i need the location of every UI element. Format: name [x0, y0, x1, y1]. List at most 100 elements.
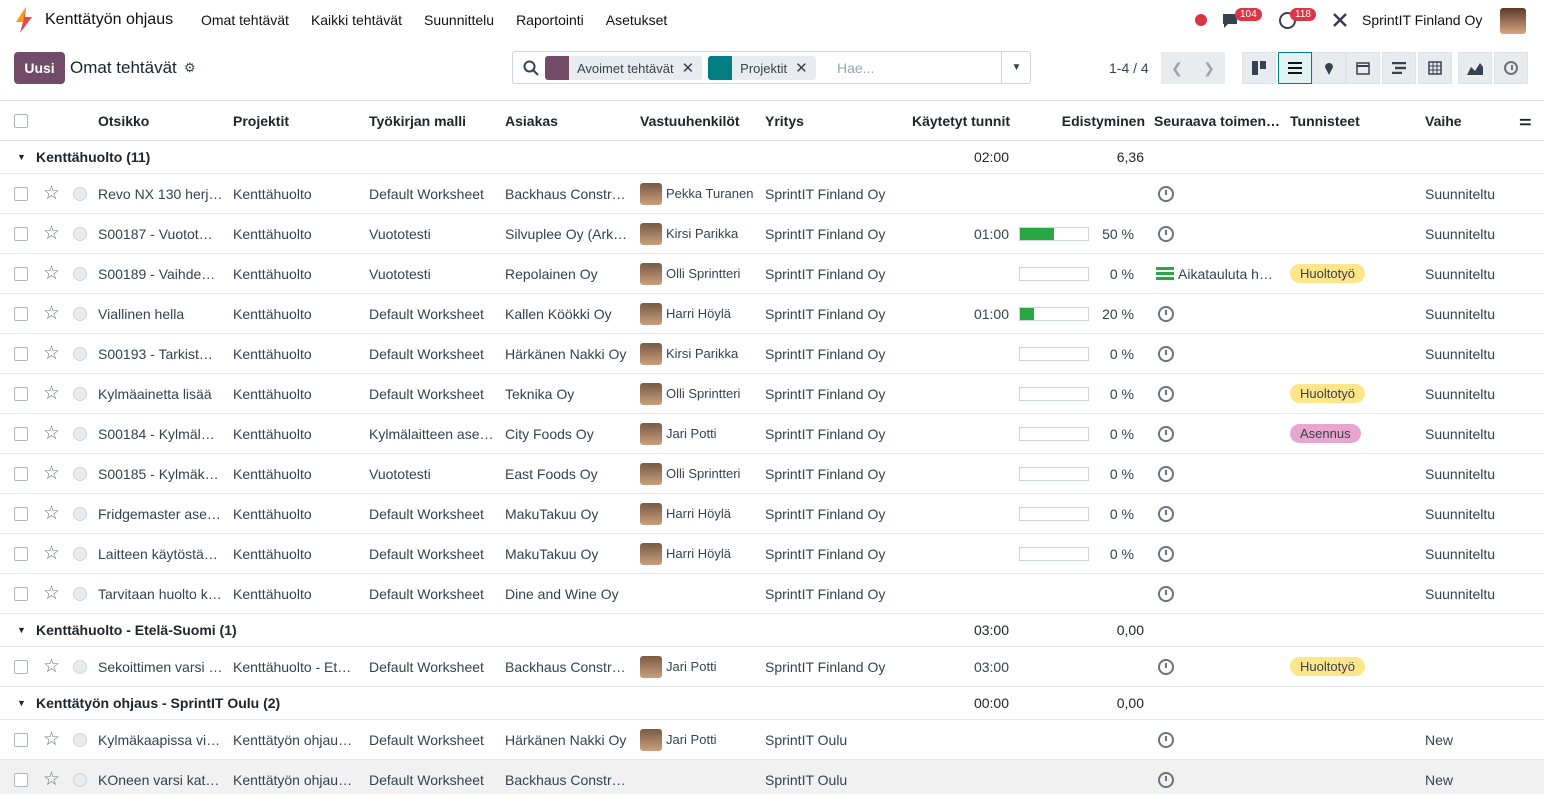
pager-next[interactable]: ❯ — [1193, 52, 1225, 84]
column-header[interactable]: Vastuuhenkilöt — [640, 112, 740, 129]
row-checkbox[interactable] — [14, 466, 28, 481]
row-checkbox[interactable] — [14, 186, 28, 201]
row-checkbox[interactable] — [14, 346, 28, 361]
user-avatar[interactable] — [1500, 8, 1526, 34]
group-row[interactable]: ▼ Kenttähuolto - Etelä-Suomi (1) 03:00 0,00 — [0, 614, 1544, 647]
column-header[interactable]: Käytetyt tunnit — [912, 112, 1010, 129]
favorite-star[interactable]: ☆ — [43, 263, 61, 284]
view-calendar[interactable] — [1346, 52, 1380, 84]
favorite-star[interactable]: ☆ — [43, 656, 61, 677]
column-header[interactable]: Asiakas — [505, 112, 558, 129]
favorite-star[interactable]: ☆ — [43, 343, 61, 364]
row-checkbox[interactable] — [14, 586, 28, 601]
view-graph[interactable] — [1458, 52, 1492, 84]
view-kanban[interactable] — [1242, 52, 1276, 84]
menu-item[interactable]: Raportointi — [516, 12, 584, 28]
task-row[interactable]: ☆ S00187 - Vuotot… Kenttähuolto Vuototesti S… — [0, 214, 1544, 254]
activity-clock[interactable] — [1158, 345, 1174, 362]
column-header[interactable]: Edistyminen — [1061, 112, 1145, 129]
activity-clock[interactable] — [1158, 465, 1174, 482]
kanban-state[interactable] — [73, 466, 87, 481]
task-row[interactable]: ☆ Kylmäkaapissa vi… Kenttätyön ohjau… Defau… — [0, 720, 1544, 760]
task-row[interactable]: ☆ Sekoittimen varsi … Kenttähuolto - Et… De… — [0, 647, 1544, 687]
next-activity[interactable]: Aikatauluta h… — [1156, 254, 1278, 293]
pager-prev[interactable]: ❮ — [1161, 52, 1193, 84]
activity-clock[interactable] — [1158, 731, 1174, 748]
activity-clock[interactable] — [1158, 185, 1174, 202]
kanban-state[interactable] — [73, 772, 87, 787]
kanban-state[interactable] — [73, 226, 87, 241]
task-row[interactable]: ☆ Laitteen käytöstä… Kenttähuolto Default W… — [0, 534, 1544, 574]
favorite-star[interactable]: ☆ — [43, 729, 61, 750]
activity-clock[interactable] — [1158, 305, 1174, 322]
app-name[interactable]: Kenttätyön ohjaus — [45, 11, 174, 28]
column-header[interactable]: Projektit — [233, 112, 290, 129]
kanban-state[interactable] — [73, 266, 87, 281]
activity-clock[interactable] — [1158, 545, 1174, 562]
column-header[interactable]: Tunnisteet — [1290, 112, 1360, 129]
favorite-star[interactable]: ☆ — [43, 383, 61, 404]
task-row[interactable]: ☆ S00184 - Kylmäl… Kenttähuolto Kylmälaitte… — [0, 414, 1544, 454]
favorite-star[interactable]: ☆ — [43, 583, 61, 604]
messages-icon[interactable] — [1221, 12, 1241, 30]
favorite-star[interactable]: ☆ — [43, 503, 61, 524]
activity-clock[interactable] — [1158, 585, 1174, 602]
settings-gear[interactable]: ⚙ — [184, 60, 196, 75]
favorite-star[interactable]: ☆ — [43, 543, 61, 564]
row-checkbox[interactable] — [14, 546, 28, 561]
view-map[interactable] — [1312, 52, 1346, 84]
view-list[interactable] — [1278, 52, 1312, 84]
column-header[interactable]: Seuraava toimen… — [1154, 112, 1279, 129]
debug-icon[interactable] — [1332, 12, 1348, 28]
favorite-star[interactable]: ☆ — [43, 303, 61, 324]
group-row[interactable]: ▼ Kenttätyön ohjaus - SprintIT Oulu (2) 00… — [0, 687, 1544, 720]
kanban-state[interactable] — [73, 546, 87, 561]
kanban-state[interactable] — [73, 659, 87, 674]
column-header[interactable]: Vaihe — [1425, 112, 1462, 129]
menu-item[interactable]: Asetukset — [605, 12, 668, 28]
activity-clock[interactable] — [1158, 385, 1174, 402]
task-row[interactable]: ☆ Revo NX 130 herj… Kenttähuolto Default Wo… — [0, 174, 1544, 214]
task-row[interactable]: ☆ S00185 - Kylmäk… Kenttähuolto Vuototesti E… — [0, 454, 1544, 494]
menu-item[interactable]: Kaikki tehtävät — [310, 12, 402, 28]
column-header[interactable]: Työkirjan malli — [369, 112, 466, 129]
row-checkbox[interactable] — [14, 659, 28, 674]
task-row[interactable]: ☆ Viallinen hella Kenttähuolto Default Work… — [0, 294, 1544, 334]
task-row[interactable]: ☆ Tarvitaan huolto k… Kenttähuolto Default … — [0, 574, 1544, 614]
facet-remove[interactable]: ✕ — [795, 60, 808, 77]
row-checkbox[interactable] — [14, 226, 28, 241]
row-checkbox[interactable] — [14, 732, 28, 747]
activity-clock[interactable] — [1158, 658, 1174, 675]
task-row[interactable]: ☆ Fridgemaster ase… Kenttähuolto Default Wo… — [0, 494, 1544, 534]
task-row[interactable]: ☆ Kylmäainetta lisää Kenttähuolto Default W… — [0, 374, 1544, 414]
row-checkbox[interactable] — [14, 386, 28, 401]
search-dropdown[interactable]: ▼ — [1001, 52, 1031, 83]
menu-item[interactable]: Suunnittelu — [424, 12, 495, 28]
new-button[interactable]: Uusi — [14, 52, 65, 84]
kanban-state[interactable] — [73, 506, 87, 521]
search-input[interactable]: Hae... — [837, 60, 875, 76]
kanban-state[interactable] — [73, 186, 87, 201]
favorite-star[interactable]: ☆ — [43, 769, 61, 790]
kanban-state[interactable] — [73, 426, 87, 441]
kanban-state[interactable] — [73, 732, 87, 747]
kanban-state[interactable] — [73, 586, 87, 601]
row-checkbox[interactable] — [14, 506, 28, 521]
group-row[interactable]: ▼ Kenttähuolto (11) 02:00 6,36 — [0, 141, 1544, 174]
view-pivot[interactable] — [1418, 52, 1452, 84]
menu-item[interactable]: Omat tehtävät — [201, 12, 289, 28]
kanban-state[interactable] — [73, 346, 87, 361]
select-all-checkbox[interactable] — [14, 113, 28, 128]
activity-clock[interactable] — [1158, 505, 1174, 522]
task-row[interactable]: ☆ KOneen varsi kat… Kenttätyön ohjau… Defau… — [0, 760, 1544, 794]
favorite-star[interactable]: ☆ — [43, 423, 61, 444]
view-gantt[interactable] — [1382, 52, 1416, 84]
kanban-state[interactable] — [73, 306, 87, 321]
facet-remove[interactable]: ✕ — [681, 60, 695, 77]
view-activity[interactable] — [1494, 52, 1528, 84]
favorite-star[interactable]: ☆ — [43, 463, 61, 484]
favorite-star[interactable]: ☆ — [43, 183, 61, 204]
activity-clock[interactable] — [1158, 771, 1174, 788]
task-row[interactable]: ☆ S00189 - Vaihde… Kenttähuolto Vuototesti R… — [0, 254, 1544, 294]
column-header[interactable]: Otsikko — [98, 112, 150, 129]
